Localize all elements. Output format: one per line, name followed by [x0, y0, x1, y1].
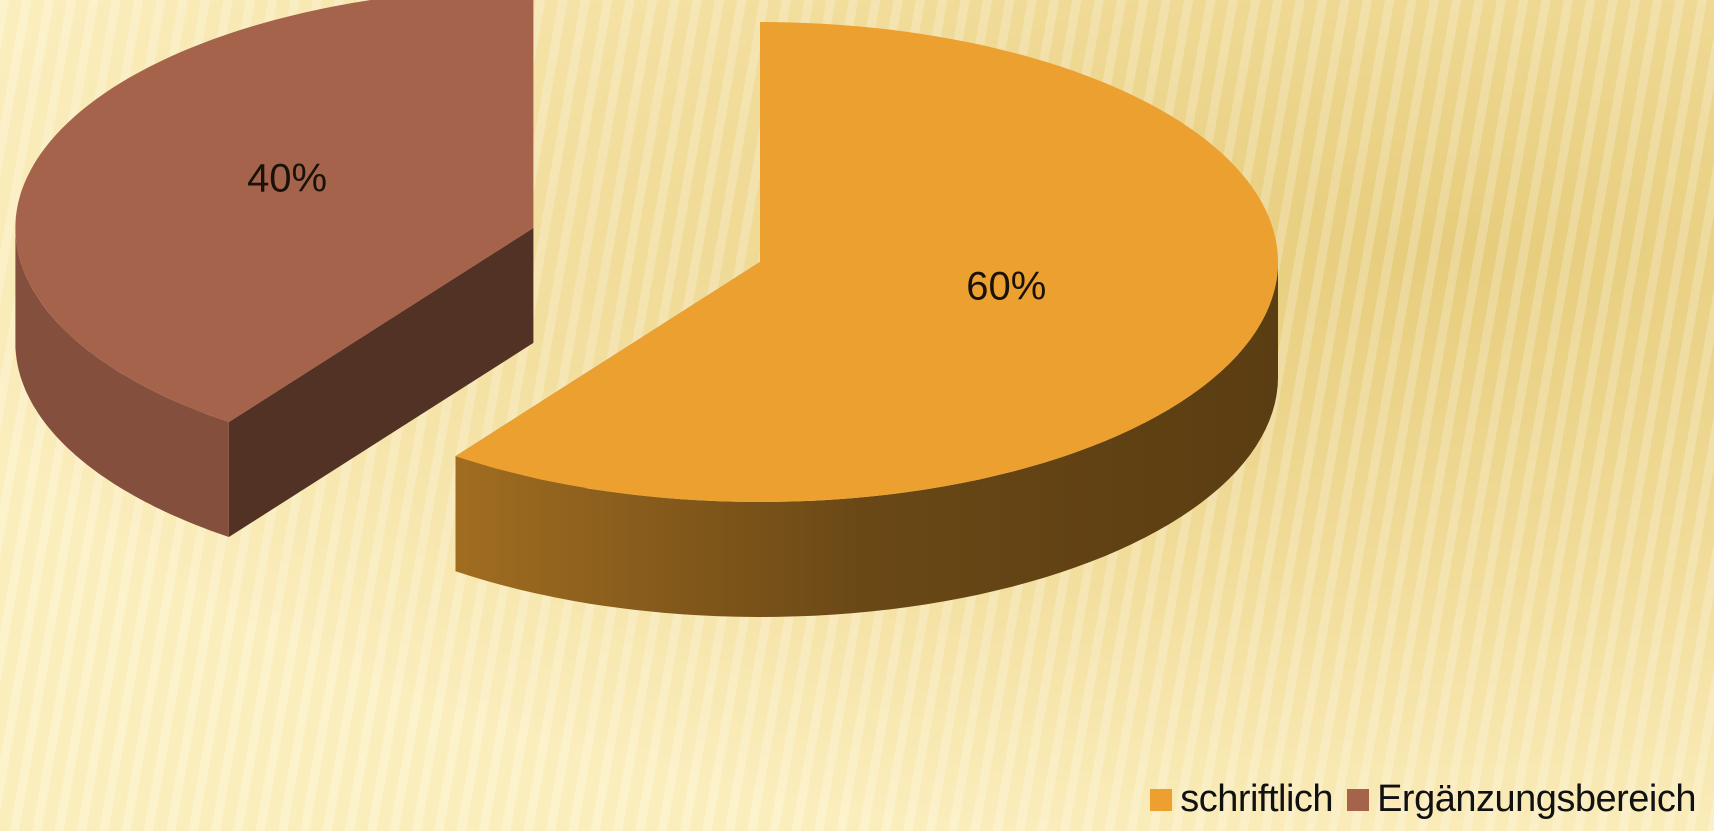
slice-outer-wall — [15, 227, 229, 537]
pie-slice-group: 40% — [15, 0, 534, 537]
data-label: 60% — [966, 265, 1046, 309]
legend-label: Ergänzungsbereich — [1377, 778, 1696, 820]
pie-slice-group: 60% — [455, 22, 1278, 617]
legend: schriftlich Ergänzungsbereich — [1150, 778, 1696, 821]
pie-slice — [455, 22, 1278, 502]
legend-label: schriftlich — [1180, 778, 1334, 820]
legend-item: schriftlich — [1150, 778, 1334, 821]
legend-item: Ergänzungsbereich — [1347, 778, 1696, 821]
slice-cut-face — [228, 227, 534, 537]
slice-outer-wall — [455, 262, 1278, 617]
chart: 40% 60% — [15, 0, 1278, 617]
legend-swatch — [1347, 788, 1370, 811]
data-label: 40% — [247, 156, 327, 200]
pie-slice — [15, 0, 534, 422]
legend-swatch — [1150, 788, 1173, 811]
